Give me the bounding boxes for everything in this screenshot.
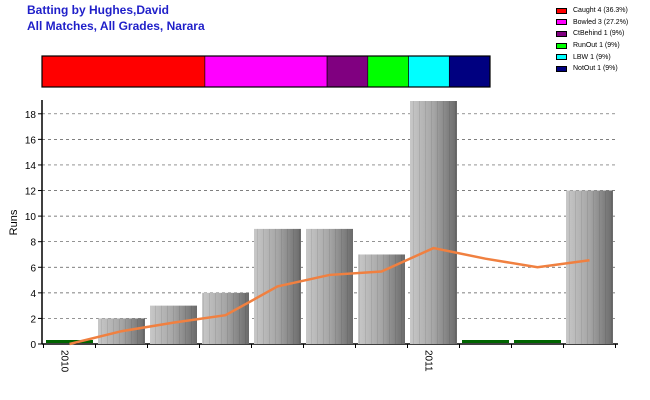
legend-label: NotOut 1 (9%) (573, 65, 618, 73)
legend-item: Caught 4 (36.3%) (556, 5, 628, 17)
legend-label: Bowled 3 (27.2%) (573, 18, 629, 26)
bar (514, 340, 561, 343)
chart-title-line2: All Matches, All Grades, Narara (27, 19, 205, 33)
legend-item: CtBehind 1 (9%) (556, 28, 628, 40)
y-tick-label: 16 (25, 135, 37, 146)
y-tick-label: 8 (30, 238, 36, 249)
legend-swatch (556, 65, 567, 72)
dismissal-segment (367, 55, 409, 88)
legend-item: NotOut 1 (9%) (556, 63, 628, 75)
y-tick-label: 18 (25, 110, 37, 121)
legend-swatch (556, 30, 567, 37)
legend-item: LBW 1 (9%) (556, 51, 628, 63)
legend-swatch (556, 54, 567, 61)
legend-swatch (556, 7, 567, 14)
legend-label: CtBehind 1 (9%) (573, 30, 625, 38)
y-tick-label: 10 (25, 212, 37, 223)
bar-shading (566, 190, 613, 344)
legend-label: Caught 4 (36.3%) (573, 7, 628, 15)
bar (46, 340, 93, 343)
chart-title-line1: Batting by Hughes,David (27, 3, 170, 17)
legend: Caught 4 (36.3%) Bowled 3 (27.2%) CtBehind… (556, 5, 628, 75)
bar-shading (410, 101, 457, 344)
legend-item: Bowled 3 (27.2%) (556, 17, 628, 29)
dismissal-bar-frame (41, 55, 491, 88)
x-tick-label: 2010 (59, 350, 70, 373)
y-tick-label: 12 (25, 187, 37, 198)
y-tick-label: 6 (30, 263, 36, 274)
y-tick-label: 14 (25, 161, 37, 172)
dismissal-segment (41, 55, 206, 88)
legend-label: LBW 1 (9%) (573, 53, 611, 61)
dismissal-segment (408, 55, 450, 88)
legend-label: RunOut 1 (9%) (573, 42, 620, 50)
dismissal-segment (448, 55, 491, 88)
bar (462, 340, 509, 343)
legend-item: RunOut 1 (9%) (556, 40, 628, 52)
y-tick-label: 0 (30, 340, 36, 351)
average-line (69, 246, 590, 346)
dismissal-segment (326, 55, 369, 88)
x-tick-label: 2011 (423, 350, 434, 372)
y-tick-label: 2 (30, 314, 36, 325)
bar-shading (358, 254, 405, 344)
dismissal-segment (204, 55, 328, 88)
y-tick-label: 4 (30, 289, 36, 300)
legend-swatch (556, 42, 567, 49)
bar-shading (306, 228, 353, 344)
legend-swatch (556, 19, 567, 26)
y-axis-label: Runs (8, 209, 20, 235)
